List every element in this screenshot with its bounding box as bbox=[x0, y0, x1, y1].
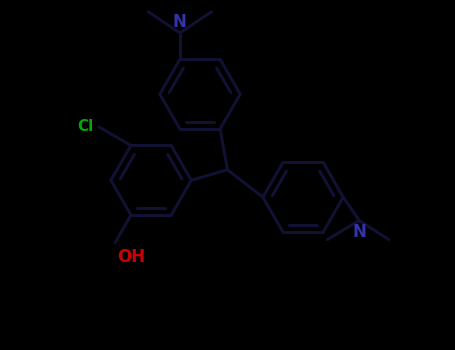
Text: Cl: Cl bbox=[77, 119, 94, 134]
Text: N: N bbox=[352, 223, 366, 240]
Text: N: N bbox=[173, 13, 187, 31]
Text: OH: OH bbox=[117, 248, 145, 266]
